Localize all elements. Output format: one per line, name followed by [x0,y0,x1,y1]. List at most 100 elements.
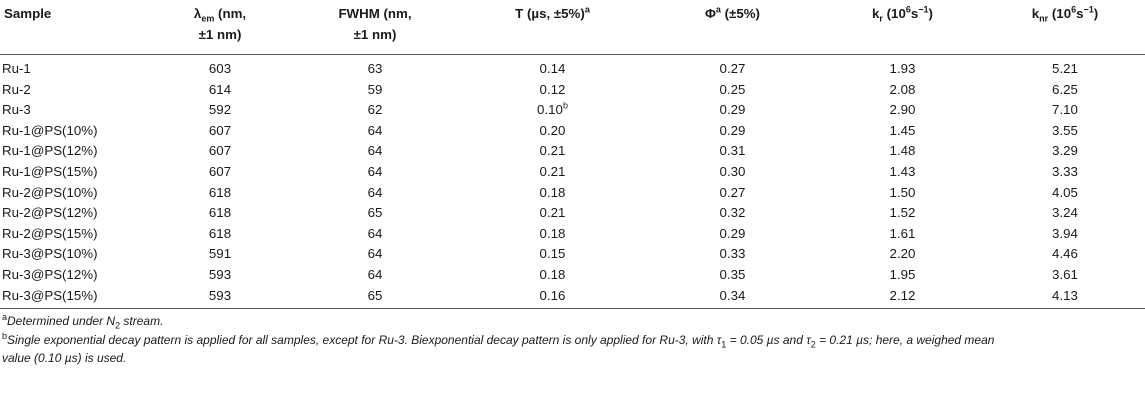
cell-tau: 0.12 [539,81,566,97]
cell-kr: 2.12 [820,285,985,310]
cell-lambda-em: 603 [208,61,232,76]
cell-lambda-em: 618 [208,225,232,241]
cell-knr: 4.13 [985,285,1145,310]
cell-phi: 0.27 [719,184,746,200]
cell-knr: 7.10 [1052,102,1078,118]
cell-tau: 0.18 [539,184,566,200]
cell-tau: 0.21 [539,205,566,221]
cell-fwhm: 63 [367,61,383,76]
header-phi: Φa (±5%) [645,0,820,55]
cell-knr: 5.21 [1052,61,1078,76]
cell-knr: 6.25 [1052,81,1078,97]
cell-phi: 0.34 [645,285,820,310]
table-row: Ru-1@PS(10%) 607 64 0.20 0.29 1.45 3.55 [0,121,1145,142]
cell-phi: 0.29 [719,225,746,241]
cell-lambda-em: 593 [150,285,290,310]
header-kr: kr (106s−1) [820,0,985,55]
cell-phi: 0.31 [719,143,746,159]
cell-kr: 2.20 [889,246,916,262]
cell-fwhm: 64 [367,225,383,241]
header-knr: knr (106s−1) [985,0,1145,55]
cell-fwhm: 62 [367,102,383,118]
cell-phi: 0.32 [719,205,746,221]
cell-sample: Ru-2@PS(15%) [2,225,98,241]
header-fwhm: FWHM (nm, ±1 nm) [290,0,460,55]
table-body: Ru-1 603 63 0.14 0.27 1.93 5.21 Ru-2 614 59 0.12 0.… [0,55,1145,310]
header-row: Sample λem (nm, ±1 nm) FWHM (nm, ±1 nm) T … [0,0,1145,55]
cell-lambda-em: 593 [208,266,232,282]
cell-knr: 3.33 [1052,163,1078,179]
cell-sample: Ru-3@PS(15%) [0,285,150,310]
cell-tau: 0.14 [539,61,566,76]
cell-knr: 3.61 [1052,266,1078,282]
table-row: Ru-2@PS(12%) 618 65 0.21 0.32 1.52 3.24 [0,203,1145,224]
cell-sample: Ru-2 [2,81,31,97]
cell-tau: 0.10b [537,100,568,118]
cell-tau: 0.21 [539,143,566,159]
cell-kr: 2.90 [889,102,916,118]
cell-sample: Ru-1@PS(12%) [2,143,98,159]
cell-tau: 0.21 [539,163,566,179]
cell-knr: 3.29 [1052,143,1078,159]
photophysical-data-table: Sample λem (nm, ±1 nm) FWHM (nm, ±1 nm) T … [0,0,1145,310]
header-lambda-em: λem (nm, ±1 nm) [150,0,290,55]
cell-sample: Ru-2@PS(12%) [2,205,98,221]
table-row: Ru-1 603 63 0.14 0.27 1.93 5.21 [0,55,1145,80]
cell-tau: 0.20 [539,122,566,138]
cell-phi: 0.33 [719,246,746,262]
table-row: Ru-3@PS(10%) 591 64 0.15 0.33 2.20 4.46 [0,244,1145,265]
cell-lambda-em: 618 [208,184,232,200]
cell-sample: Ru-3@PS(10%) [2,246,98,262]
cell-tau: 0.16 [460,285,645,310]
cell-fwhm: 64 [367,246,383,262]
cell-phi: 0.30 [719,163,746,179]
cell-lambda-em: 607 [208,122,232,138]
footnote-b: bSingle exponential decay pattern is app… [2,330,995,366]
cell-fwhm: 64 [367,184,383,200]
cell-knr: 3.24 [1052,205,1078,221]
table-row: Ru-3 592 62 0.10b 0.29 2.90 7.10 [0,100,1145,121]
cell-sample: Ru-1@PS(10%) [2,122,98,138]
cell-phi: 0.27 [719,61,746,76]
cell-lambda-em: 592 [208,102,232,118]
cell-kr: 1.61 [889,225,916,241]
cell-kr: 1.52 [889,205,916,221]
cell-fwhm: 64 [367,122,383,138]
cell-tau: 0.15 [539,246,566,262]
cell-phi: 0.29 [719,102,746,118]
cell-phi: 0.29 [719,122,746,138]
cell-lambda-em: 607 [208,143,232,159]
table-row: Ru-3@PS(15%) 593 65 0.16 0.34 2.12 4.13 [0,285,1145,310]
cell-tau: 0.18 [539,225,566,241]
cell-knr: 4.05 [1052,184,1078,200]
cell-sample: Ru-3 [2,102,31,118]
cell-sample: Ru-1@PS(15%) [2,163,98,179]
cell-knr: 4.46 [1052,246,1078,262]
cell-kr: 1.48 [889,143,916,159]
table-row: Ru-1@PS(12%) 607 64 0.21 0.31 1.48 3.29 [0,141,1145,162]
cell-fwhm: 64 [367,163,383,179]
cell-kr: 1.95 [889,266,916,282]
header-tau: T (µs, ±5%)a [460,0,645,55]
cell-kr: 1.93 [889,61,916,76]
cell-phi: 0.35 [719,266,746,282]
table-row: Ru-2 614 59 0.12 0.25 2.08 6.25 [0,80,1145,101]
table-row: Ru-2@PS(15%) 618 64 0.18 0.29 1.61 3.94 [0,224,1145,245]
footnotes: aDetermined under N2 stream. bSingle exp… [0,309,1145,368]
cell-kr: 1.50 [889,184,916,200]
cell-sample: Ru-1 [2,61,31,76]
cell-lambda-em: 607 [208,163,232,179]
table-row: Ru-2@PS(10%) 618 64 0.18 0.27 1.50 4.05 [0,183,1145,204]
header-sample: Sample [0,0,150,55]
cell-fwhm: 64 [367,143,383,159]
cell-kr: 1.43 [889,163,916,179]
cell-knr: 3.94 [1052,225,1078,241]
cell-lambda-em: 591 [208,246,232,262]
cell-kr: 1.45 [889,122,916,138]
table-row: Ru-1@PS(15%) 607 64 0.21 0.30 1.43 3.33 [0,162,1145,183]
cell-fwhm: 65 [367,205,383,221]
cell-fwhm: 64 [367,266,383,282]
cell-tau: 0.18 [539,266,566,282]
cell-fwhm: 65 [290,285,460,310]
